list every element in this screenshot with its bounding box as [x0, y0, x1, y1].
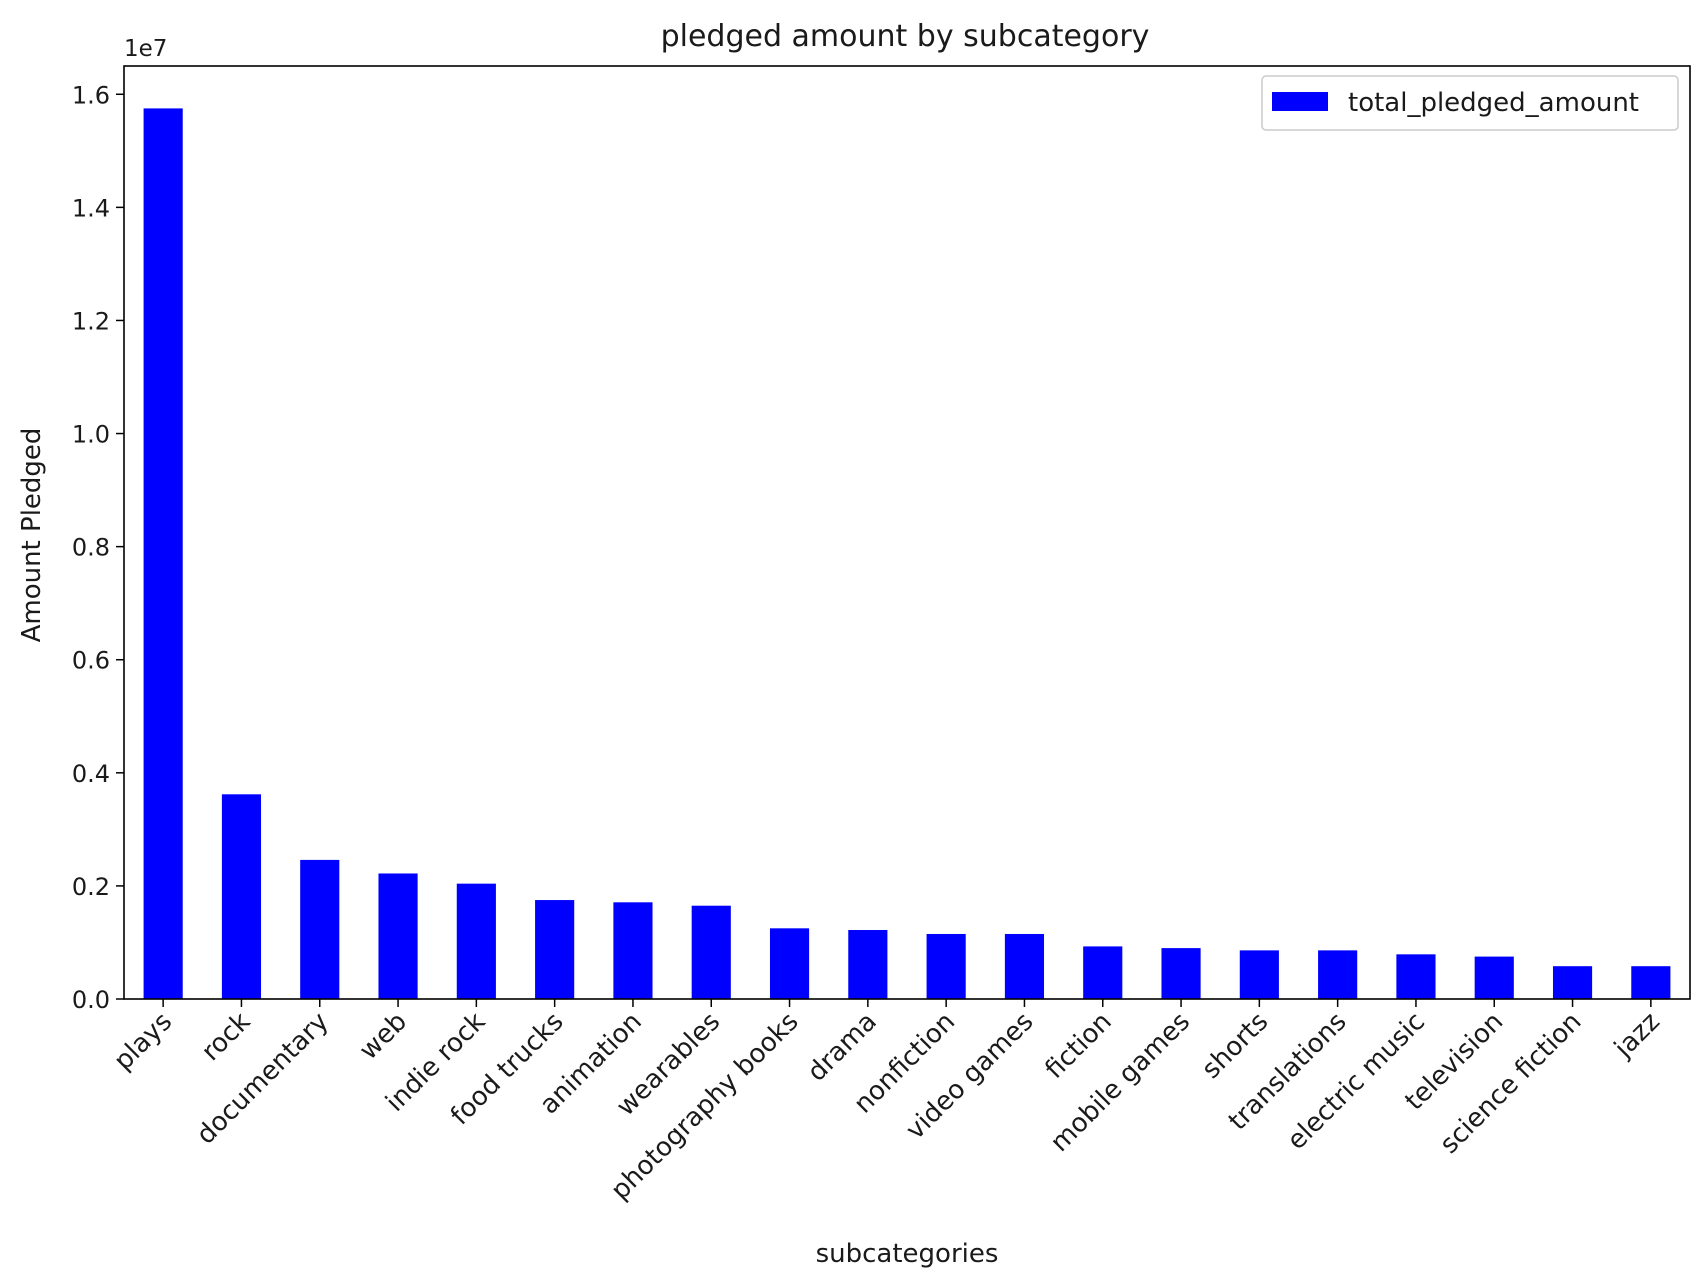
- bar-animation: [613, 902, 653, 999]
- x-axis-label: subcategories: [816, 1239, 999, 1268]
- bar-rock: [221, 794, 262, 999]
- bar-science-fiction: [1552, 966, 1593, 999]
- bar-video-games: [1004, 933, 1045, 999]
- bar-indie-rock: [456, 883, 496, 999]
- legend-label: total_pledged_amount: [1348, 88, 1639, 118]
- y-ticks: 0.0 0.2 0.4 0.6 0.8 1.0 1.2 1.4 1.6: [72, 81, 124, 1014]
- bar-shorts: [1239, 950, 1279, 999]
- x-tick-label: jazz: [1608, 1007, 1666, 1065]
- y-tick-label: 0.2: [72, 873, 110, 901]
- bar-plays: [143, 108, 183, 999]
- x-tick-label: fiction: [1040, 1007, 1118, 1085]
- bar-drama: [848, 930, 888, 999]
- legend: total_pledged_amount: [1261, 75, 1679, 131]
- legend-swatch: [1272, 92, 1328, 111]
- bar-documentary: [300, 859, 340, 999]
- bar-nonfiction: [926, 933, 966, 999]
- x-tick-label: shorts: [1196, 1007, 1274, 1085]
- x-tick-label: mobile games: [1045, 1007, 1196, 1158]
- x-tick-label: plays: [108, 1007, 178, 1077]
- bar-television: [1474, 956, 1514, 999]
- y-scale-label: 1e7: [124, 36, 167, 62]
- bar-photography-books: [769, 928, 810, 999]
- legend-frame: [1261, 75, 1679, 131]
- bar-web: [378, 873, 418, 999]
- y-tick-label: 1.6: [72, 81, 110, 109]
- bars-layer: [143, 108, 1671, 999]
- x-tick-label: science fiction: [1434, 1007, 1587, 1160]
- y-axis-label: Amount Pledged: [17, 428, 47, 643]
- bar-electric-music: [1396, 954, 1436, 999]
- x-tick-label: web: [354, 1007, 413, 1066]
- bar-fiction: [1083, 946, 1123, 999]
- bar-jazz: [1631, 966, 1671, 999]
- y-tick-label: 1.4: [72, 194, 110, 222]
- y-tick-label: 1.0: [72, 421, 110, 449]
- chart-title: pledged amount by subcategory: [661, 19, 1150, 54]
- x-tick-label: rock: [196, 1007, 256, 1067]
- bar-wearables: [691, 905, 731, 999]
- bar-translations: [1318, 950, 1358, 999]
- x-tick-label: electric music: [1282, 1007, 1431, 1156]
- y-tick-label: 1.2: [72, 307, 110, 335]
- y-tick-label: 0.0: [72, 986, 110, 1014]
- y-tick-label: 0.8: [72, 534, 110, 562]
- y-tick-label: 0.4: [72, 760, 110, 788]
- bar-food-trucks: [535, 900, 575, 999]
- bar-mobile-games: [1161, 948, 1201, 999]
- plot-frame: [123, 65, 1691, 1000]
- y-tick-label: 0.6: [72, 647, 110, 675]
